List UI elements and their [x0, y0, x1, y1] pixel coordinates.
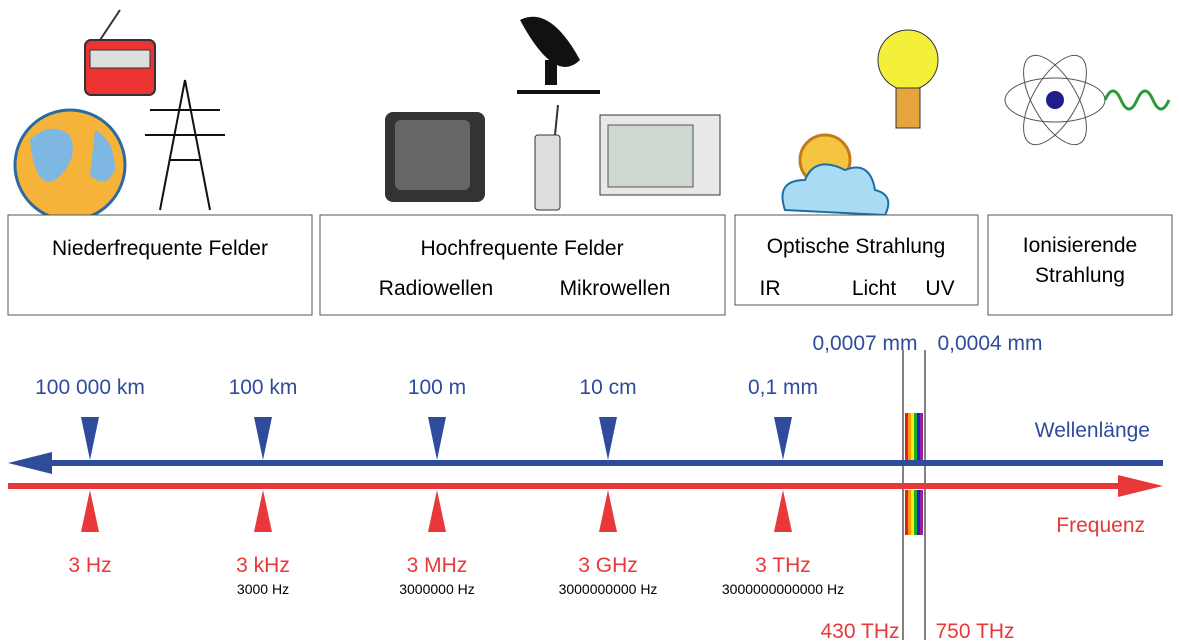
- box-sub: UV: [925, 277, 954, 300]
- spectrum-stripe: [920, 490, 923, 535]
- spectrum-stripe: [917, 490, 920, 535]
- spectrum-stripe: [917, 413, 920, 460]
- optical-label: 430 THz: [821, 620, 900, 643]
- frequency-label: 3 Hz: [68, 554, 111, 577]
- wavelength-arrow: [81, 417, 99, 460]
- spectrum-stripe: [914, 490, 917, 535]
- wavelength-label: 100 m: [408, 376, 466, 399]
- frequency-arrow: [254, 490, 272, 532]
- box-title: Niederfrequente Felder: [52, 237, 268, 260]
- box-sub: Licht: [852, 277, 897, 300]
- box-sub: Mikrowellen: [560, 277, 671, 300]
- box-title: Hochfrequente Felder: [420, 237, 623, 260]
- wavelength-arrow: [599, 417, 617, 460]
- box: [319, 214, 726, 316]
- optical-band: [902, 350, 926, 640]
- wavelength-label: 100 000 km: [35, 376, 145, 399]
- spectrum-stripe: [908, 490, 911, 535]
- spectrum-stripe: [905, 413, 908, 460]
- optical-label: 0,0004 mm: [937, 332, 1042, 355]
- spectrum-stripe: [920, 413, 923, 460]
- box: [987, 214, 1173, 316]
- axis-label: Wellenlänge: [1035, 419, 1150, 442]
- frequency-detail: 3000 Hz: [237, 581, 289, 597]
- frequency-arrow: [428, 490, 446, 532]
- spectrum-stripe: [908, 413, 911, 460]
- axis-arrow: [8, 452, 52, 474]
- box: [734, 214, 979, 306]
- box-sub: Radiowellen: [379, 277, 493, 300]
- box-title: Strahlung: [1035, 264, 1125, 287]
- spectrum-stripe: [911, 490, 914, 535]
- optical-label: 750 THz: [936, 620, 1015, 643]
- frequency-detail: 3000000000000 Hz: [722, 581, 844, 597]
- box-title: Ionisierende: [1023, 234, 1137, 257]
- frequency-detail: 3000000000 Hz: [559, 581, 658, 597]
- spectrum-stripe: [911, 413, 914, 460]
- spectrum-stripe: [905, 490, 908, 535]
- optical-label: 0,0007 mm: [812, 332, 917, 355]
- frequency-label: 3 MHz: [407, 554, 468, 577]
- frequency-label: 3 kHz: [236, 554, 290, 577]
- wavelength-arrow: [254, 417, 272, 460]
- wavelength-label: 100 km: [229, 376, 298, 399]
- axis-arrow: [1118, 475, 1163, 497]
- frequency-label: 3 THz: [755, 554, 811, 577]
- frequency-label: 3 GHz: [578, 554, 638, 577]
- frequency-detail: 3000000 Hz: [399, 581, 475, 597]
- frequency-arrow: [599, 490, 617, 532]
- icons: [13, 9, 1171, 222]
- wavelength-arrow: [428, 417, 446, 460]
- wavelength-label: 10 cm: [579, 376, 636, 399]
- box-sub: IR: [760, 277, 781, 300]
- wavelength-label: 0,1 mm: [748, 376, 818, 399]
- frequency-arrow: [81, 490, 99, 532]
- box: [7, 214, 313, 316]
- spectrum-stripe: [914, 413, 917, 460]
- frequency-arrow: [774, 490, 792, 532]
- wavelength-arrow: [774, 417, 792, 460]
- box-title: Optische Strahlung: [767, 235, 946, 258]
- axis-label: Frequenz: [1056, 514, 1145, 537]
